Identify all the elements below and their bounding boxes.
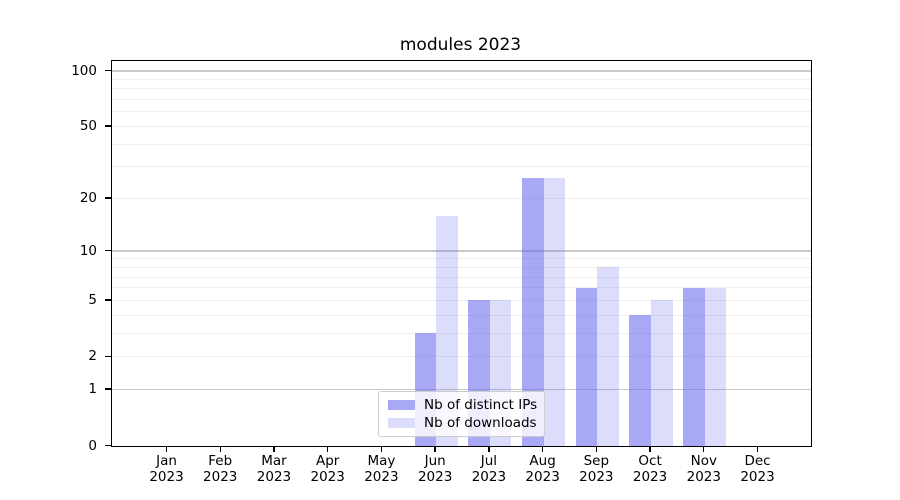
legend-swatch-downloads <box>388 418 415 429</box>
x-tick-label-mar: Mar 2023 <box>256 453 292 485</box>
gridline-minor <box>112 276 811 278</box>
bar-distinct-ips-oct <box>629 315 652 446</box>
bar-downloads-jun <box>436 215 458 446</box>
x-tick-mark <box>703 446 705 452</box>
bar-downloads-aug <box>543 178 566 446</box>
x-tick-label-sep: Sep 2023 <box>579 453 614 485</box>
gridline-minor <box>112 314 811 316</box>
y-tick-mark <box>105 355 111 357</box>
bar-distinct-ips-nov <box>683 287 705 446</box>
legend-label-downloads: Nb of downloads <box>424 415 537 432</box>
x-tick-label-jul: Jul 2023 <box>471 453 507 485</box>
gridline-minor <box>112 198 811 200</box>
x-tick-label-apr: Apr 2023 <box>310 453 345 485</box>
gridline-major <box>112 250 811 252</box>
x-tick-mark <box>649 446 651 452</box>
plot-area <box>111 60 812 447</box>
y-tick-label-2: 2 <box>88 348 97 365</box>
gridline-major <box>112 70 811 72</box>
chart-title: modules 2023 <box>399 35 522 55</box>
bar-distinct-ips-sep <box>575 287 598 446</box>
gridline-minor <box>112 356 811 358</box>
gridline-minor <box>112 111 811 113</box>
x-tick-mark <box>434 446 436 452</box>
y-tick-label-0: 0 <box>88 437 97 454</box>
bar-distinct-ips-aug <box>522 178 544 446</box>
x-tick-mark <box>756 446 759 452</box>
y-tick-mark <box>105 299 111 301</box>
y-tick-label-10: 10 <box>79 242 97 259</box>
y-tick-label-50: 50 <box>79 118 97 135</box>
legend-row-distinct-ips: Nb of distinct IPs <box>388 396 538 413</box>
y-tick-label-5: 5 <box>88 291 97 308</box>
y-tick-label-1: 1 <box>88 381 97 398</box>
x-tick-label-jun: Jun 2023 <box>417 453 453 485</box>
legend: Nb of distinct IPs Nb of downloads <box>378 391 545 437</box>
x-tick-mark <box>541 446 544 452</box>
x-tick-label-feb: Feb 2023 <box>203 453 238 485</box>
x-tick-mark <box>488 446 490 452</box>
gridline-minor <box>112 166 811 168</box>
x-tick-mark <box>326 446 329 452</box>
gridline-minor <box>112 287 811 289</box>
x-tick-mark <box>595 446 598 452</box>
y-tick-mark <box>105 125 111 127</box>
x-tick-label-oct: Oct 2023 <box>632 453 668 485</box>
legend-row-downloads: Nb of downloads <box>388 415 537 432</box>
bar-downloads-oct <box>651 300 673 446</box>
bar-downloads-sep <box>597 267 619 446</box>
y-tick-label-20: 20 <box>79 190 97 207</box>
x-tick-label-nov: Nov 2023 <box>686 453 721 485</box>
x-tick-mark <box>219 446 221 452</box>
gridline-major <box>112 388 811 391</box>
bar-downloads-nov <box>704 287 727 446</box>
gridline-minor <box>112 258 811 260</box>
x-tick-mark <box>273 446 275 452</box>
x-tick-label-dec: Dec 2023 <box>740 453 775 485</box>
x-tick-label-jan: Jan 2023 <box>149 453 184 485</box>
y-tick-mark <box>105 444 111 447</box>
y-tick-mark <box>105 69 111 72</box>
gridline-minor <box>112 78 811 80</box>
x-tick-mark <box>380 446 383 452</box>
gridline-minor <box>112 88 811 90</box>
x-tick-mark <box>165 446 168 452</box>
gridline-minor <box>112 99 811 101</box>
gridline-minor <box>112 126 811 128</box>
legend-label-distinct-ips: Nb of distinct IPs <box>424 396 538 413</box>
x-tick-label-aug: Aug 2023 <box>525 453 560 485</box>
gridline-minor <box>112 299 811 301</box>
gridline-minor <box>112 332 811 334</box>
y-tick-mark <box>105 249 111 252</box>
y-tick-mark <box>105 197 111 199</box>
y-tick-mark <box>105 388 111 390</box>
gridline-minor <box>112 143 811 145</box>
legend-swatch-distinct-ips <box>388 399 415 410</box>
y-tick-label-100: 100 <box>71 62 97 79</box>
x-tick-label-may: May 2023 <box>364 453 399 485</box>
gridline-minor <box>112 266 811 268</box>
